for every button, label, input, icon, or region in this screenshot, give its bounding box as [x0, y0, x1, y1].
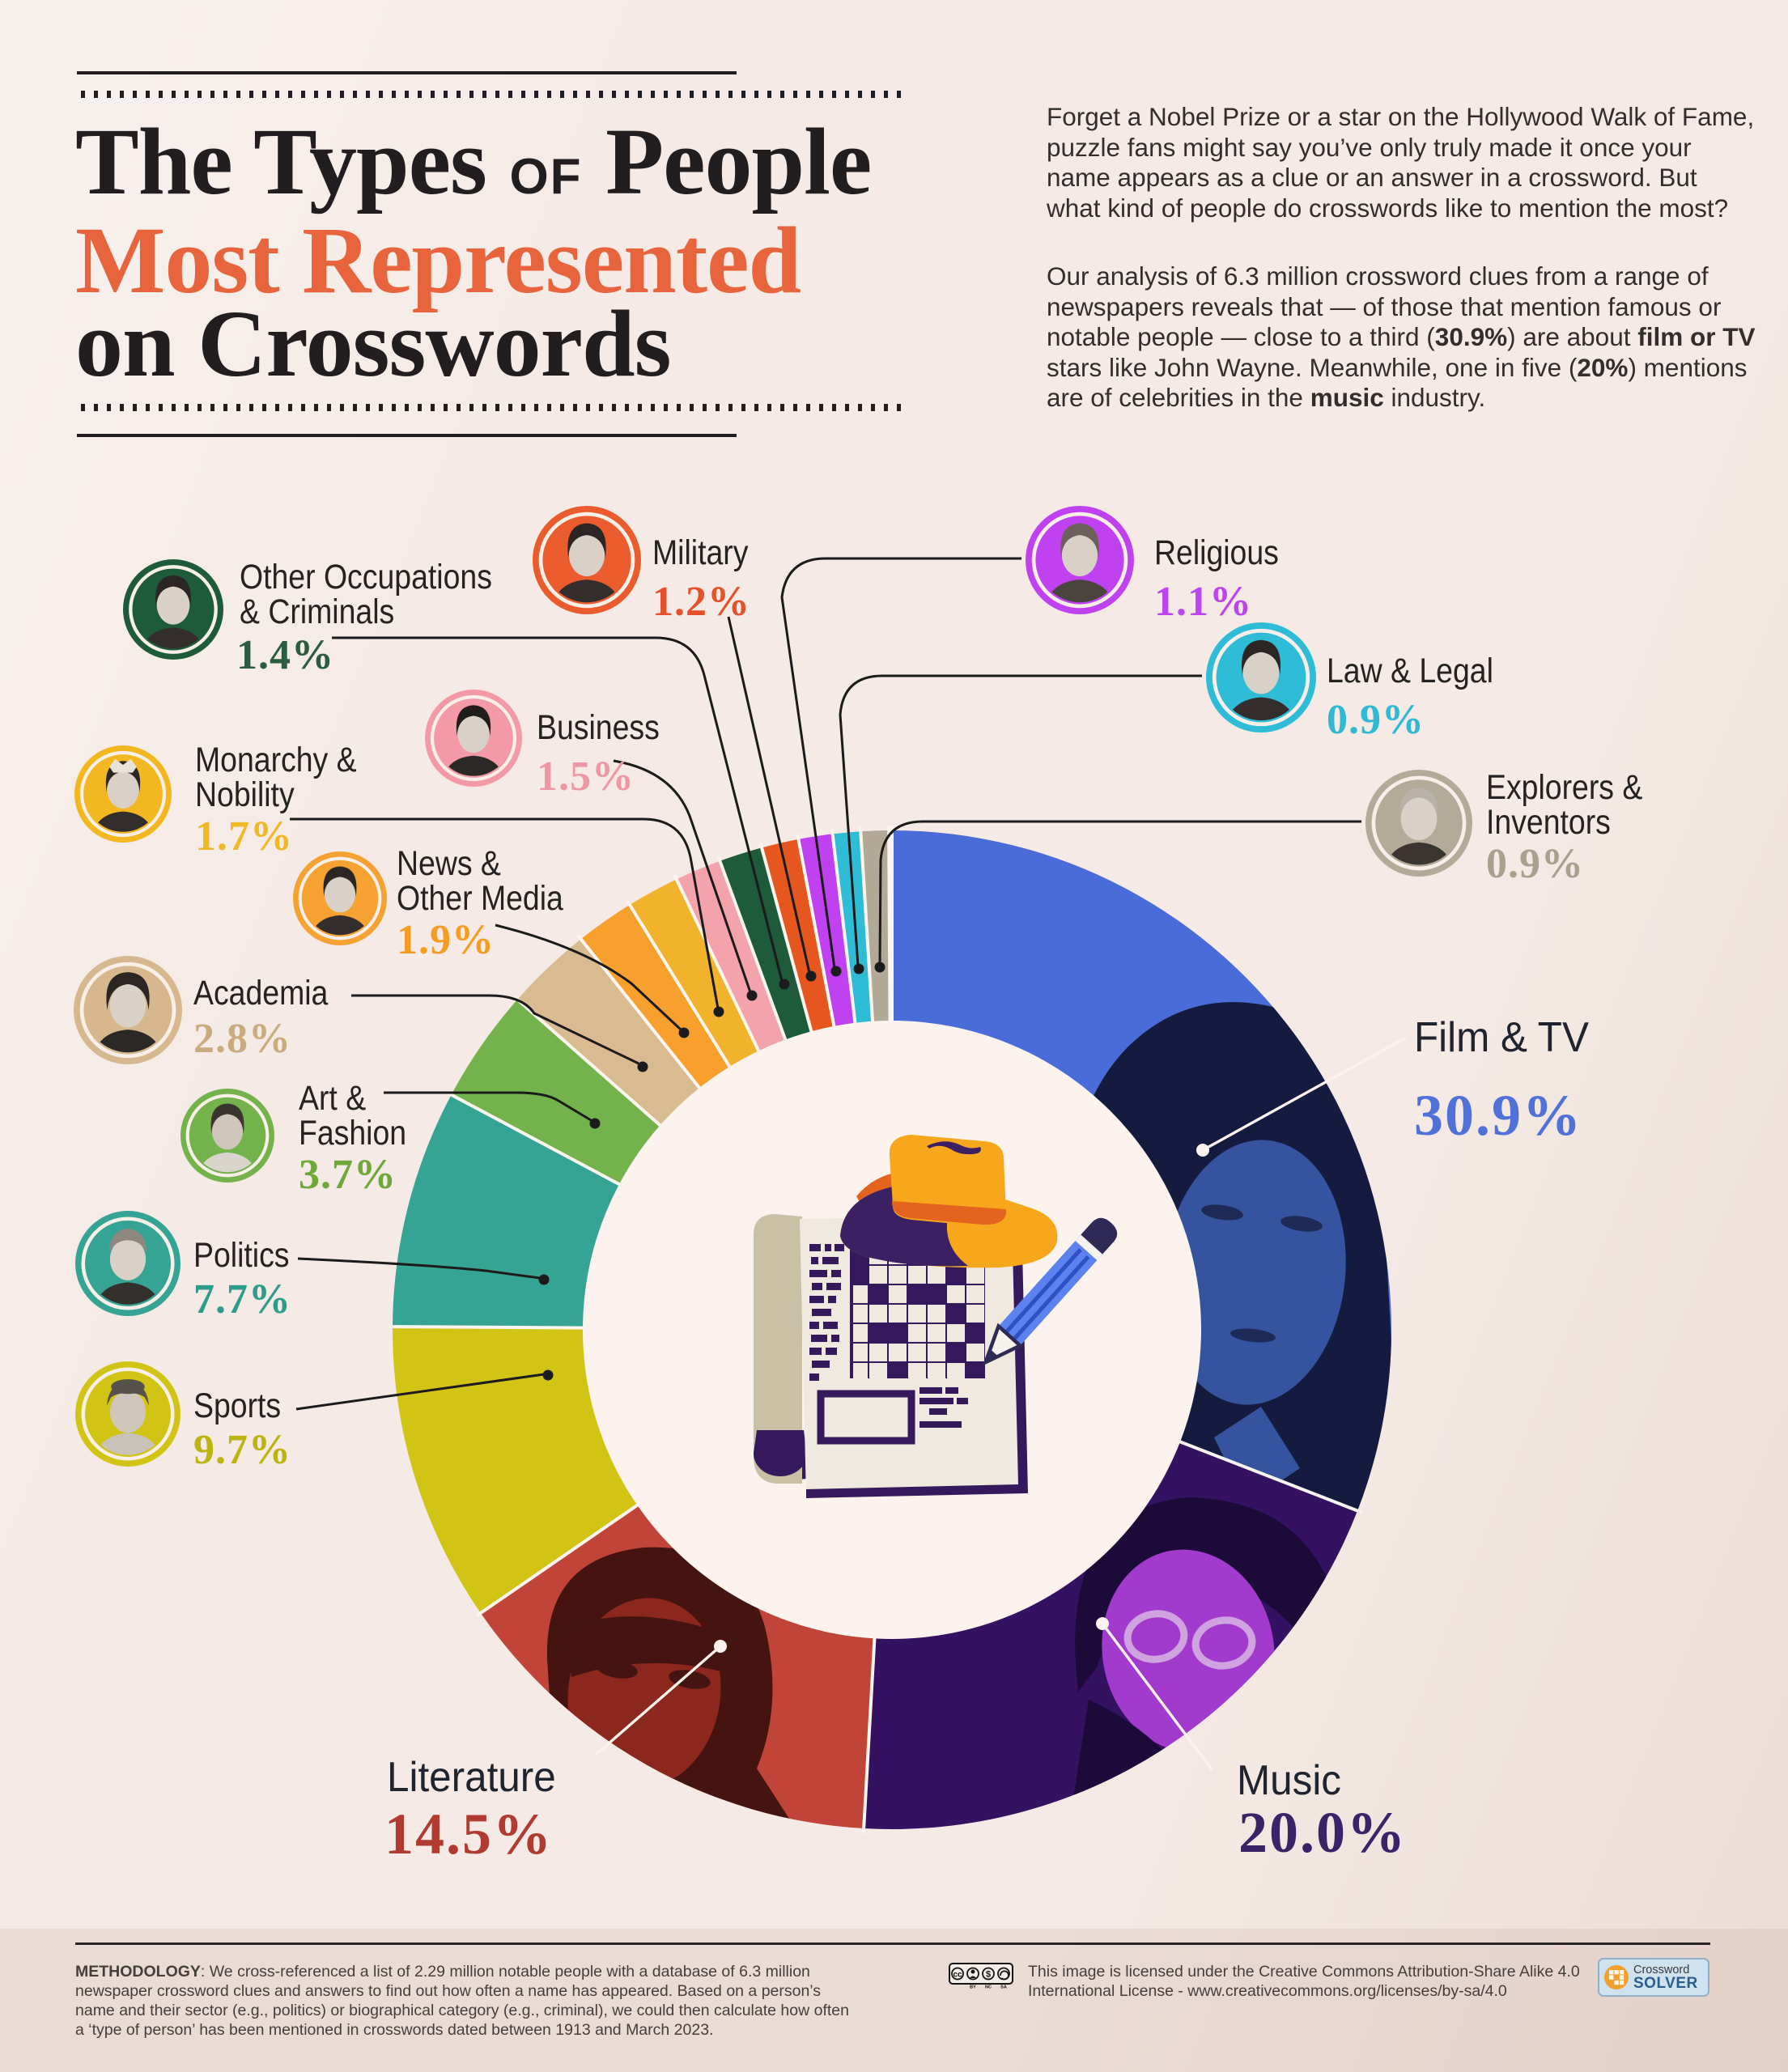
svg-text:BY: BY	[970, 1985, 976, 1989]
svg-text:cc: cc	[953, 1971, 962, 1980]
svg-text:$: $	[986, 1970, 991, 1980]
svg-text:SA: SA	[1000, 1985, 1007, 1989]
svg-text:NC: NC	[985, 1985, 992, 1989]
